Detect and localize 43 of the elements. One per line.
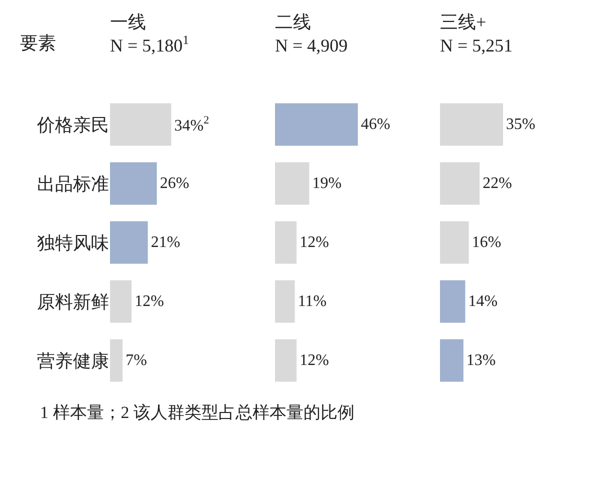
data-label: 12%: [300, 234, 329, 251]
bar: [275, 280, 295, 323]
data-label: 12%: [300, 352, 329, 369]
data-label: 16%: [472, 234, 502, 251]
data-label: 26%: [160, 175, 190, 192]
y-tick-label: 原料新鲜: [37, 292, 109, 312]
chart-subtitle: N = 4,909: [275, 35, 348, 56]
bar: [110, 221, 148, 264]
chart-title: 一线: [110, 12, 146, 32]
y-tick-label: 营养健康: [37, 350, 109, 371]
bar: [110, 103, 172, 146]
bar: [110, 162, 157, 205]
bar: [110, 280, 132, 323]
data-label: 19%: [312, 175, 342, 192]
bar: [275, 103, 358, 146]
bar: [275, 162, 310, 205]
bar: [440, 280, 466, 323]
chart-subtitle: N = 5,180$^{1}$: [110, 32, 189, 56]
data-label: 7%: [126, 352, 147, 369]
data-label: 14%: [468, 293, 498, 310]
chart-title: 三线+: [440, 12, 486, 32]
bar: [110, 339, 123, 382]
text: 1 样本量；2 该人群类型占总样本量的比例: [40, 402, 356, 424]
bar: [440, 221, 469, 264]
data-label: 11%: [298, 293, 327, 310]
bar: [275, 221, 297, 264]
bar: [440, 103, 504, 146]
bar: [440, 339, 464, 382]
chart-title: 二线: [275, 12, 311, 32]
data-label: 13%: [466, 352, 496, 369]
data-label: 35%: [506, 116, 536, 133]
data-label: 21%: [150, 234, 180, 251]
data-label: 46%: [360, 116, 390, 133]
data-label: 22%: [482, 175, 512, 192]
bar: [275, 339, 297, 382]
y-tick-label: 价格亲民: [36, 114, 109, 135]
y-axis-title: 要素: [20, 33, 56, 53]
data-label: 12%: [134, 293, 164, 310]
data-label: 34%$^{2}$: [174, 114, 210, 134]
y-tick-label: 独特风味: [37, 232, 109, 253]
chart-subtitle: N = 5,251: [440, 35, 513, 56]
y-tick-label: 出品标准: [37, 174, 109, 194]
bar: [440, 162, 480, 205]
